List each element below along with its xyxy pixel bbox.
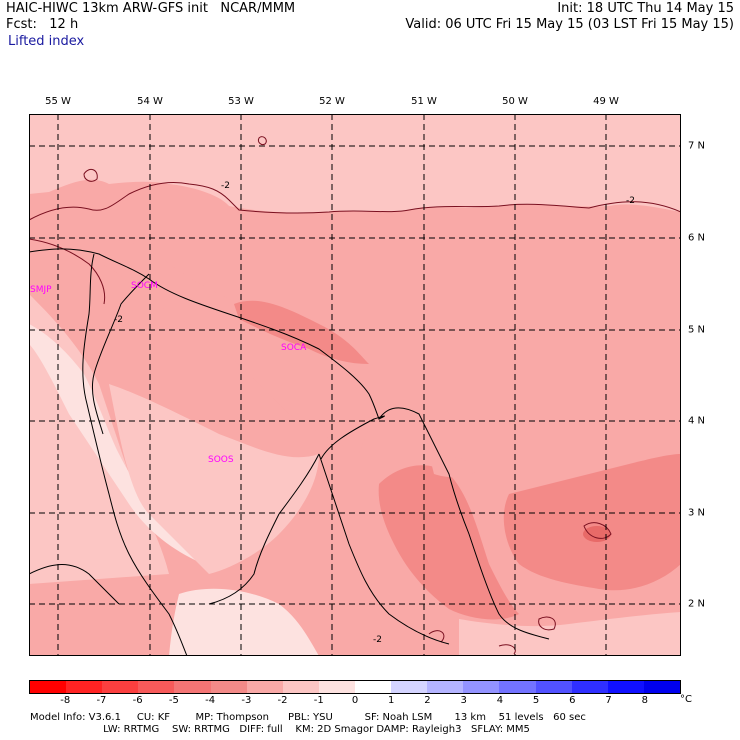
station-label: SOCM <box>131 281 158 291</box>
contour-label: -2 <box>373 635 382 645</box>
colorbar-swatch <box>535 681 572 693</box>
valid-time: Valid: 06 UTC Fri 15 May 15 (03 LST Fri … <box>405 17 734 32</box>
init-time: Init: 18 UTC Thu 14 May 15 <box>557 1 734 16</box>
colorbar-tick-label: -8 <box>60 695 71 706</box>
colorbar-tick-label: 1 <box>388 695 395 706</box>
forecast-hour: Fcst: 12 h <box>6 17 79 32</box>
colorbar-swatch <box>30 681 67 693</box>
variable-name: Lifted index <box>8 34 85 49</box>
colorbar-swatch <box>643 681 680 693</box>
colorbar-tick-label: 2 <box>424 695 431 706</box>
model-info-line1: Model Info: V3.6.1 CU: KF MP: Thompson P… <box>30 712 586 723</box>
colorbar-swatch <box>282 681 319 693</box>
colorbar-swatch <box>138 681 175 693</box>
contour-label: -2 <box>221 181 230 191</box>
lifted-index-map: SMJP SOCM SOCA SOOS -2 -2 -2 -2 <box>29 114 681 656</box>
colorbar-tick-label: 4 <box>496 695 504 706</box>
colorbar-tick-label: 5 <box>532 695 540 706</box>
colorbar-swatch <box>463 681 500 693</box>
colorbar-swatch <box>571 681 608 693</box>
lat-label: 2 N <box>688 598 706 610</box>
station-label: SOOS <box>208 455 234 465</box>
lon-label: 51 W <box>411 96 437 107</box>
lat-label: 4 N <box>688 415 706 427</box>
colorbar <box>29 680 681 694</box>
colorbar-swatch <box>607 681 644 693</box>
contour-line <box>29 181 681 221</box>
colorbar-tick-label: 8 <box>641 695 648 706</box>
colorbar-swatch <box>427 681 464 693</box>
lon-label: 50 W <box>502 96 528 107</box>
lon-label: 54 W <box>137 96 163 107</box>
model-info-line2: LW: RRTMG SW: RRTMG DIFF: full KM: 2D Sm… <box>30 724 530 735</box>
lat-label: 3 N <box>688 507 706 519</box>
lon-label: 52 W <box>319 96 345 107</box>
contour-label: -2 <box>626 196 635 206</box>
lon-label: 55 W <box>45 96 71 107</box>
region-level-1 <box>29 324 209 564</box>
colorbar-unit: °C <box>680 694 692 705</box>
colorbar-tick-label: 6 <box>569 695 576 706</box>
colorbar-swatch <box>391 681 428 693</box>
header-title: HAIC-HIWC 13km ARW-GFS init NCAR/MMM <box>6 1 296 16</box>
region-level-2 <box>29 118 681 213</box>
colorbar-tick-label: -4 <box>205 695 216 706</box>
colorbar-swatch <box>499 681 536 693</box>
colorbar-swatch <box>102 681 139 693</box>
colorbar-swatch <box>354 681 392 693</box>
colorbar-tick-label: -1 <box>313 695 324 706</box>
lon-label: 53 W <box>228 96 254 107</box>
colorbar-swatch <box>318 681 355 693</box>
lon-label: 49 W <box>593 96 619 107</box>
map-frame <box>29 114 681 656</box>
lat-label: 6 N <box>688 232 706 244</box>
colorbar-swatch <box>66 681 103 693</box>
colorbar-tick-label: -2 <box>277 695 288 706</box>
lat-label: 5 N <box>688 324 706 336</box>
station-label: SMJP <box>30 285 52 295</box>
colorbar-tick-label: 3 <box>460 695 467 706</box>
region-level-4 <box>378 465 519 620</box>
colorbar-tick-label: -6 <box>132 695 143 706</box>
colorbar-tick-label: -5 <box>168 695 179 706</box>
colorbar-swatch <box>174 681 211 693</box>
colorbar-tick-label: 0 <box>351 695 359 706</box>
lat-label: 7 N <box>688 140 706 152</box>
border-line <box>82 253 188 656</box>
colorbar-swatch <box>210 681 247 693</box>
coastline <box>29 248 550 640</box>
contour-label: -2 <box>114 315 123 325</box>
colorbar-tick-label: -3 <box>241 695 252 706</box>
station-label: SOCA <box>281 343 307 353</box>
colorbar-tick-label: 7 <box>605 695 612 706</box>
colorbar-tick-label: -7 <box>96 695 107 706</box>
colorbar-swatch <box>246 681 283 693</box>
lat-lon-grid <box>29 114 681 656</box>
